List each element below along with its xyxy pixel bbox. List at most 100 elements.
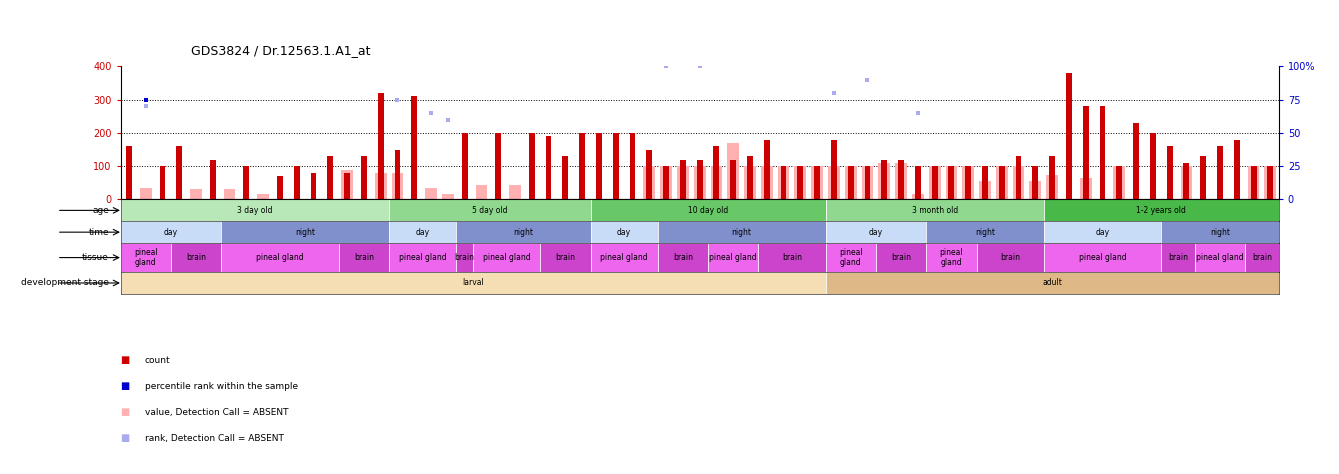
Bar (927, 243, 976, 272)
Bar (177, 146, 182, 200)
Bar (763, 139, 770, 200)
Text: day: day (415, 228, 430, 237)
Bar (545, 136, 552, 200)
Bar (865, 166, 870, 200)
Bar (1046, 174, 1058, 200)
Text: brain: brain (353, 253, 374, 262)
Text: pineal gland: pineal gland (399, 253, 446, 262)
Text: brain: brain (890, 253, 911, 262)
Bar (781, 166, 786, 200)
Bar (927, 221, 1043, 243)
Bar (708, 243, 758, 272)
Text: adult: adult (1042, 279, 1062, 288)
Text: ■: ■ (121, 355, 130, 365)
Bar (121, 272, 826, 294)
Bar (1114, 166, 1125, 200)
Bar (881, 160, 888, 200)
Bar (121, 221, 221, 243)
Bar (395, 150, 400, 200)
Bar (999, 166, 1004, 200)
Bar (328, 156, 333, 200)
Bar (861, 166, 873, 200)
Bar (629, 133, 636, 200)
Bar (580, 133, 585, 200)
Text: larval: larval (462, 279, 483, 288)
Text: pineal
gland: pineal gland (134, 248, 158, 267)
Bar (1161, 243, 1194, 272)
Bar (495, 133, 501, 200)
Text: day: day (869, 228, 882, 237)
Bar (390, 221, 457, 243)
Bar (590, 243, 657, 272)
Text: night: night (731, 228, 751, 237)
Text: brain: brain (455, 253, 474, 262)
Text: ■: ■ (121, 381, 130, 392)
Bar (845, 166, 857, 200)
Bar (121, 243, 171, 272)
Bar (1161, 221, 1279, 243)
Bar (694, 166, 706, 200)
Bar (898, 160, 904, 200)
Bar (1200, 156, 1206, 200)
Bar (730, 160, 736, 200)
Text: time: time (88, 228, 108, 237)
Bar (1117, 166, 1122, 200)
Bar (647, 150, 652, 200)
Text: 5 day old: 5 day old (473, 206, 507, 215)
Bar (915, 166, 921, 200)
Bar (761, 166, 773, 200)
Text: day: day (163, 228, 178, 237)
Bar (590, 221, 657, 243)
Text: age: age (92, 206, 108, 215)
Bar (1184, 163, 1189, 200)
Bar (1043, 243, 1161, 272)
Bar (221, 221, 390, 243)
Bar (257, 194, 269, 200)
Bar (411, 96, 418, 200)
Bar (341, 170, 353, 200)
Bar (878, 163, 890, 200)
Text: tissue: tissue (82, 253, 108, 262)
Bar (1083, 106, 1089, 200)
Bar (758, 243, 826, 272)
Text: count: count (145, 356, 170, 365)
Bar (826, 272, 1279, 294)
Bar (457, 221, 590, 243)
Bar (210, 160, 216, 200)
Bar (391, 173, 403, 200)
Bar (1166, 146, 1173, 200)
Bar (121, 200, 390, 221)
Bar (644, 166, 655, 200)
Bar (798, 166, 803, 200)
Bar (896, 163, 907, 200)
Bar (963, 166, 973, 200)
Bar (442, 194, 454, 200)
Bar (747, 156, 753, 200)
Bar (1181, 166, 1192, 200)
Text: value, Detection Call = ABSENT: value, Detection Call = ABSENT (145, 408, 288, 417)
Bar (1245, 243, 1279, 272)
Text: percentile rank within the sample: percentile rank within the sample (145, 382, 297, 391)
Bar (311, 173, 316, 200)
Text: brain: brain (1252, 253, 1272, 262)
Bar (965, 166, 971, 200)
Bar (832, 139, 837, 200)
Bar (1150, 133, 1156, 200)
Bar (678, 166, 688, 200)
Bar (390, 243, 457, 272)
Bar (826, 243, 876, 272)
Text: pineal gland: pineal gland (600, 253, 648, 262)
Bar (426, 188, 437, 200)
Bar (375, 173, 387, 200)
Bar (814, 166, 819, 200)
Text: pineal gland: pineal gland (1079, 253, 1126, 262)
Bar (529, 133, 534, 200)
Bar (1015, 156, 1022, 200)
Bar (1066, 73, 1071, 200)
Text: brain: brain (186, 253, 206, 262)
Bar (509, 184, 521, 200)
Bar (848, 166, 854, 200)
Bar (344, 173, 349, 200)
Text: pineal gland: pineal gland (483, 253, 530, 262)
Bar (224, 190, 236, 200)
